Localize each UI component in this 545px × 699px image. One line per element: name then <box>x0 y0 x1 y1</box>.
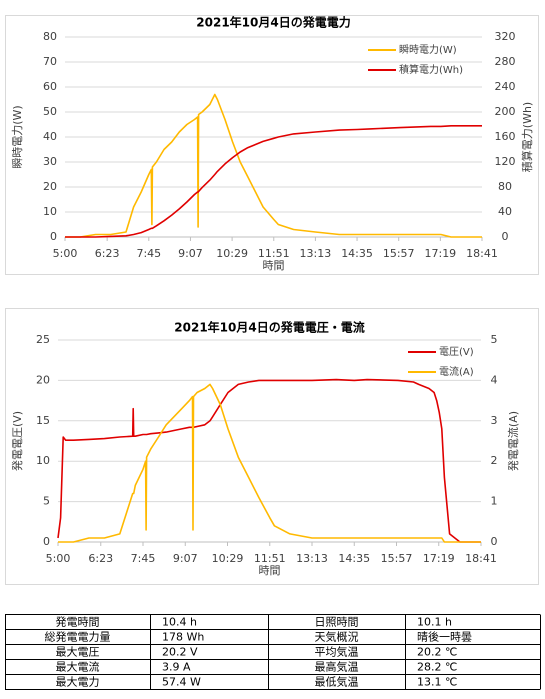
y-tick-label: 50 <box>43 105 57 118</box>
x-tick-label: 5:00 <box>53 247 78 260</box>
y-tick-label: 40 <box>43 130 57 143</box>
y2-tick-label: 2 <box>491 454 498 467</box>
y-tick-label: 10 <box>36 454 50 467</box>
y-axis-label: 瞬時電力(W) <box>11 105 24 168</box>
series-line <box>58 383 481 543</box>
y2-tick-label: 0 <box>491 535 498 548</box>
series-line <box>57 378 481 543</box>
y2-tick-label: 1 <box>491 495 498 508</box>
y2-tick-label: 4 <box>491 373 498 386</box>
table-value: 20.2 ℃ <box>417 646 457 659</box>
y2-tick-label: 200 <box>495 105 516 118</box>
table-value: 13.1 ℃ <box>417 676 457 689</box>
chart-frame <box>5 15 539 275</box>
series-line <box>65 93 482 238</box>
x-tick-label: 6:23 <box>95 247 120 260</box>
table-label: 天気概況 <box>315 630 359 644</box>
y2-tick-label: 320 <box>495 30 516 43</box>
y-tick-label: 25 <box>36 333 50 346</box>
y-tick-label: 70 <box>43 55 57 68</box>
y-tick-label: 80 <box>43 30 57 43</box>
table-label: 発電時間 <box>56 615 100 629</box>
y-tick-label: 60 <box>43 80 57 93</box>
y2-tick-label: 80 <box>498 180 512 193</box>
chart-title: 2021年10月4日の発電電圧・電流 <box>174 320 364 335</box>
table-label: 最大電流 <box>56 660 100 674</box>
table-value: 178 Wh <box>162 631 204 644</box>
series-line <box>65 125 482 238</box>
y-tick-label: 30 <box>43 155 57 168</box>
table-label: 総発電電力量 <box>45 630 111 644</box>
y-tick-label: 0 <box>50 230 57 243</box>
x-tick-label: 18:41 <box>465 552 497 565</box>
y2-tick-label: 240 <box>495 80 516 93</box>
x-tick-label: 14:35 <box>341 247 373 260</box>
y-tick-label: 20 <box>43 180 57 193</box>
x-tick-label: 9:07 <box>173 552 198 565</box>
x-tick-label: 17:19 <box>423 552 455 565</box>
legend-label: 電圧(V) <box>439 346 474 358</box>
y-tick-label: 0 <box>43 535 50 548</box>
table-value: 28.2 ℃ <box>417 661 457 674</box>
x-tick-label: 10:29 <box>212 552 244 565</box>
table-label: 平均気温 <box>315 645 359 659</box>
chart-title: 2021年10月4日の発電電力 <box>196 15 350 30</box>
y2-tick-label: 5 <box>491 333 498 346</box>
y-tick-label: 10 <box>43 205 57 218</box>
x-tick-label: 13:13 <box>296 552 328 565</box>
y2-tick-label: 3 <box>491 414 498 427</box>
x-tick-label: 13:13 <box>300 247 332 260</box>
y2-tick-label: 120 <box>495 155 516 168</box>
x-tick-label: 15:57 <box>381 552 413 565</box>
table-value: 10.4 h <box>162 616 197 629</box>
x-tick-label: 7:45 <box>136 247 161 260</box>
x-tick-label: 14:35 <box>338 552 370 565</box>
table-value: 晴後一時曇 <box>417 630 472 644</box>
x-tick-label: 18:41 <box>466 247 498 260</box>
table-label: 最低気温 <box>315 675 359 689</box>
x-tick-label: 15:57 <box>383 247 415 260</box>
y2-axis-label: 積算電力(Wh) <box>520 102 534 172</box>
legend-label: 瞬時電力(W) <box>399 43 457 56</box>
table-value: 20.2 V <box>162 646 198 659</box>
table-label: 最大電力 <box>56 675 100 689</box>
y2-tick-label: 280 <box>495 55 516 68</box>
table-label: 最大電圧 <box>56 645 100 659</box>
x-tick-label: 7:45 <box>131 552 156 565</box>
x-tick-label: 11:51 <box>254 552 286 565</box>
y2-axis-label: 発電電流(A) <box>506 411 520 471</box>
x-tick-label: 10:29 <box>216 247 248 260</box>
x-tick-label: 17:19 <box>424 247 456 260</box>
table-value: 57.4 W <box>162 676 201 689</box>
table-value: 3.9 A <box>162 661 191 674</box>
y2-tick-label: 160 <box>495 130 516 143</box>
x-axis-label: 時間 <box>263 259 285 272</box>
table-value: 10.1 h <box>417 616 452 629</box>
x-tick-label: 6:23 <box>88 552 113 565</box>
y-tick-label: 5 <box>43 495 50 508</box>
x-tick-label: 9:07 <box>178 247 203 260</box>
y-axis-label: 発電電圧(V) <box>10 411 24 471</box>
x-tick-label: 5:00 <box>46 552 71 565</box>
y2-tick-label: 40 <box>498 205 512 218</box>
y-tick-label: 20 <box>36 373 50 386</box>
y-tick-label: 15 <box>36 414 50 427</box>
x-axis-label: 時間 <box>259 564 281 577</box>
table-label: 日照時間 <box>315 616 359 629</box>
legend-label: 電流(A) <box>439 365 474 378</box>
x-tick-label: 11:51 <box>258 247 290 260</box>
legend-label: 積算電力(Wh) <box>399 63 463 76</box>
y2-tick-label: 0 <box>502 230 509 243</box>
table-label: 最高気温 <box>315 660 359 674</box>
